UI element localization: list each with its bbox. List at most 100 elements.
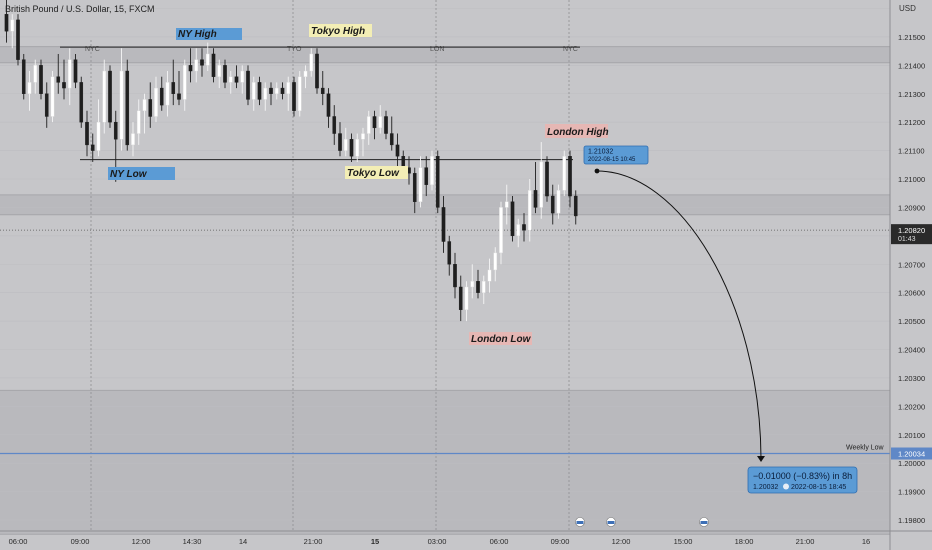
- candle-body[interactable]: [447, 241, 452, 265]
- candle-body[interactable]: [545, 161, 549, 197]
- candle-body[interactable]: [142, 99, 147, 112]
- candle-body[interactable]: [159, 87, 164, 106]
- candle-body[interactable]: [424, 167, 429, 185]
- candle-body[interactable]: [165, 82, 170, 106]
- candle-body[interactable]: [27, 82, 32, 94]
- candle-body[interactable]: [108, 70, 112, 123]
- candle-body[interactable]: [401, 156, 406, 168]
- candle-body[interactable]: [274, 87, 279, 94]
- candle-body[interactable]: [79, 82, 84, 123]
- candle-body[interactable]: [499, 207, 503, 254]
- candle-body[interactable]: [522, 224, 526, 231]
- candle-body[interactable]: [487, 269, 492, 282]
- candle-body[interactable]: [246, 70, 250, 100]
- candle-body[interactable]: [119, 70, 124, 140]
- candle-body[interactable]: [10, 19, 15, 32]
- candle-body[interactable]: [171, 82, 176, 94]
- candle-body[interactable]: [154, 87, 158, 117]
- candle-body[interactable]: [85, 121, 89, 146]
- candle-body[interactable]: [182, 65, 187, 100]
- candle-body[interactable]: [476, 281, 480, 293]
- candle-body[interactable]: [533, 190, 538, 208]
- candle-body[interactable]: [349, 139, 354, 157]
- candle-body[interactable]: [188, 65, 193, 72]
- candle-body[interactable]: [430, 156, 434, 185]
- candle-body[interactable]: [320, 87, 325, 94]
- candle-body[interactable]: [44, 93, 49, 117]
- candle-body[interactable]: [389, 133, 394, 146]
- candle-body[interactable]: [194, 59, 199, 72]
- candle-body[interactable]: [251, 82, 256, 100]
- candle-body[interactable]: [481, 281, 486, 293]
- candle-body[interactable]: [435, 156, 440, 208]
- candle-body[interactable]: [292, 82, 296, 111]
- candle-body[interactable]: [90, 144, 95, 151]
- candle-body[interactable]: [550, 195, 555, 214]
- candle-body[interactable]: [384, 116, 388, 134]
- candle-body[interactable]: [21, 59, 26, 94]
- candle-body[interactable]: [148, 99, 153, 117]
- candle-body[interactable]: [378, 116, 383, 129]
- candle-body[interactable]: [136, 110, 141, 134]
- candle-body[interactable]: [125, 70, 130, 146]
- candle-body[interactable]: [177, 93, 181, 100]
- candle-body[interactable]: [286, 82, 291, 94]
- candle-body[interactable]: [62, 82, 66, 89]
- candle-body[interactable]: [556, 190, 561, 214]
- candle-body[interactable]: [464, 286, 469, 310]
- candle-body[interactable]: [573, 195, 578, 217]
- candle-body[interactable]: [510, 201, 515, 237]
- candle-body[interactable]: [217, 65, 222, 77]
- candle-body[interactable]: [280, 87, 285, 94]
- candle-body[interactable]: [113, 121, 118, 140]
- candle-body[interactable]: [16, 19, 20, 60]
- candle-body[interactable]: [395, 144, 400, 157]
- candle-body[interactable]: [4, 13, 9, 32]
- candle-body[interactable]: [200, 59, 204, 66]
- candle-body[interactable]: [470, 281, 475, 288]
- candle-body[interactable]: [493, 252, 498, 271]
- candle-body[interactable]: [441, 207, 446, 242]
- candle-body[interactable]: [228, 76, 233, 83]
- candle-body[interactable]: [361, 133, 365, 140]
- candle-body[interactable]: [205, 53, 210, 66]
- candle-body[interactable]: [102, 70, 107, 123]
- candle-body[interactable]: [269, 87, 273, 94]
- candle-body[interactable]: [366, 116, 371, 134]
- candle-body[interactable]: [211, 53, 216, 77]
- candle-body[interactable]: [303, 70, 308, 77]
- candle-body[interactable]: [257, 82, 262, 100]
- candle-body[interactable]: [67, 59, 72, 89]
- candle-body[interactable]: [418, 167, 423, 202]
- candle-body[interactable]: [240, 70, 245, 83]
- candle-body[interactable]: [412, 173, 417, 202]
- candle-body[interactable]: [516, 224, 521, 237]
- candle-body[interactable]: [223, 65, 227, 83]
- candle-body[interactable]: [50, 76, 55, 117]
- candle-body[interactable]: [56, 76, 61, 83]
- candle-body[interactable]: [539, 161, 544, 208]
- candle-body[interactable]: [309, 53, 314, 72]
- candle-body[interactable]: [453, 264, 457, 288]
- candle-body[interactable]: [458, 286, 463, 310]
- candle-body[interactable]: [372, 116, 377, 129]
- candle-body[interactable]: [315, 53, 319, 89]
- candle-body[interactable]: [338, 133, 342, 151]
- candle-body[interactable]: [263, 87, 268, 100]
- candle-body[interactable]: [504, 201, 509, 208]
- candle-body[interactable]: [568, 156, 572, 197]
- candle-body[interactable]: [562, 156, 567, 191]
- candle-body[interactable]: [39, 65, 43, 94]
- candle-body[interactable]: [96, 121, 101, 151]
- candle-body[interactable]: [297, 76, 302, 111]
- candle-body[interactable]: [131, 133, 135, 146]
- candle-body[interactable]: [332, 116, 337, 134]
- candle-body[interactable]: [527, 190, 532, 231]
- candle-body[interactable]: [33, 65, 38, 83]
- candle-body[interactable]: [355, 139, 360, 157]
- candle-body[interactable]: [326, 93, 331, 117]
- candle-body[interactable]: [234, 76, 239, 83]
- candle-body[interactable]: [343, 139, 348, 151]
